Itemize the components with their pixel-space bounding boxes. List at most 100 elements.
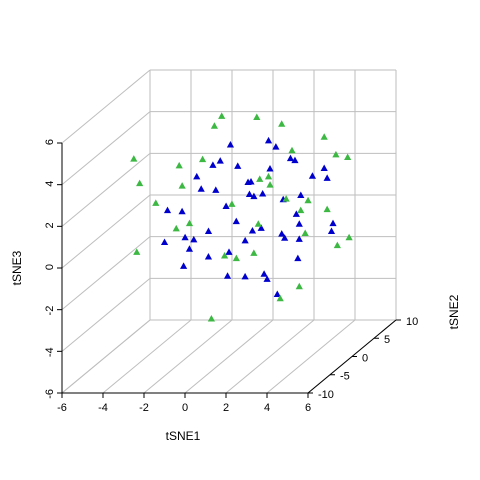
y-axis-label: tSNE2 [447,294,461,329]
point [225,248,233,255]
grid-line [61,319,151,394]
grid-line [61,194,151,269]
point [181,233,189,241]
z-tick-label: 6 [44,139,56,145]
grid-line [61,277,151,352]
point [329,219,337,227]
point [228,200,236,207]
point [193,172,201,180]
x-axis-label: tSNE1 [166,429,201,443]
point [175,161,183,169]
point [210,122,218,129]
grid-line [61,236,151,311]
point [204,253,213,260]
point [133,248,141,255]
point [185,219,194,227]
grid-line [61,152,151,227]
point [286,154,295,162]
x-tick-label: -4 [98,402,108,414]
point [278,120,286,127]
x-tick-label: 4 [264,402,270,414]
point [320,164,328,171]
x-tick-label: 2 [223,402,229,414]
y-tick-label: -5 [340,371,350,383]
grid-line [102,319,192,394]
point [180,262,188,269]
z-tick-label: -6 [44,389,56,399]
point [250,192,258,200]
point [199,155,207,163]
z-tick-label: 4 [44,181,56,187]
point [266,165,274,172]
z-tick-label: 0 [44,264,56,270]
x-tick-label: 6 [305,402,311,414]
point [221,251,229,259]
point [152,199,160,206]
point [301,229,309,237]
z-tick-label: 2 [44,222,56,228]
point [234,162,242,169]
point [130,155,138,162]
point [250,249,258,256]
point [178,207,186,215]
point [160,238,169,245]
point [190,235,198,243]
point [222,202,230,209]
point [288,146,296,154]
point [163,206,172,214]
x-tick-label: -6 [57,402,67,414]
y-tick-label: 10 [406,316,418,328]
point [172,224,180,232]
point [256,175,264,182]
point [259,190,267,197]
point [297,191,305,199]
point [241,272,249,280]
point [232,217,240,225]
x-tick-label: -2 [139,402,149,414]
point [295,235,303,242]
point [209,161,217,168]
grid-line [143,319,233,394]
point [216,157,224,164]
x-tick-label: 0 [182,402,188,414]
point [212,186,220,193]
point [266,181,274,188]
point [260,270,268,277]
grid-line [184,319,274,394]
point [178,182,186,189]
point [333,241,341,249]
point [248,226,257,234]
point [241,236,249,244]
point [323,174,331,181]
point [276,294,284,302]
point [295,282,303,290]
point [223,272,232,279]
point [264,136,273,144]
point [332,150,340,158]
point [264,172,273,180]
point [292,210,300,217]
grid-line [61,69,151,144]
point [344,153,352,161]
z-tick-label: -2 [44,306,56,316]
point [308,172,317,179]
point [273,290,281,298]
point [185,245,194,252]
point [297,206,305,214]
point [263,275,271,282]
point [226,141,235,148]
y-tick-label: 5 [384,334,390,346]
point [282,195,290,202]
z-axis-label: tSNE3 [10,250,24,285]
y-tick-label: -10 [318,389,334,401]
point [207,315,215,322]
point [320,133,328,140]
point [295,220,303,227]
point [254,220,262,227]
point [304,196,312,204]
point [323,205,331,213]
point [278,230,286,237]
point [232,254,240,262]
